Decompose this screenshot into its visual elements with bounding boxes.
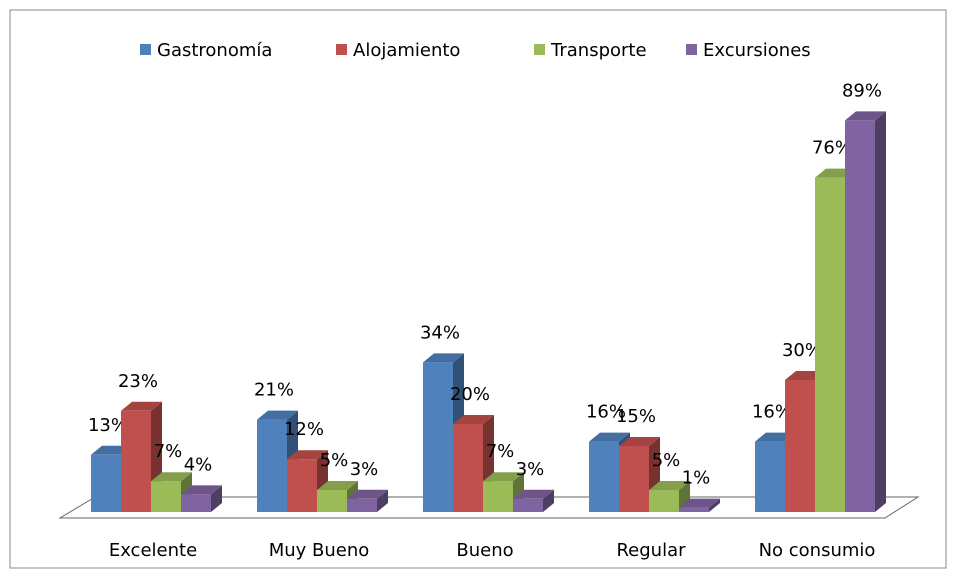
bar [845, 120, 875, 513]
data-label: 23% [118, 371, 158, 392]
bar-top [151, 472, 192, 482]
data-label: 4% [184, 454, 213, 475]
bar [785, 380, 815, 512]
x-tick-label: Regular [616, 540, 686, 561]
bar [257, 419, 287, 512]
data-label: 3% [516, 459, 545, 480]
legend-swatch [140, 44, 151, 55]
bar-top [649, 481, 690, 490]
bar-side [543, 489, 554, 512]
legend-label: Gastronomía [157, 40, 272, 61]
data-label: 13% [88, 415, 128, 436]
bar [649, 490, 679, 512]
bar-top [423, 353, 464, 363]
bar-top [257, 410, 298, 420]
bar [91, 454, 121, 512]
bar-top [483, 472, 524, 482]
bar [679, 507, 709, 512]
bar [453, 424, 483, 512]
data-label: 16% [586, 402, 626, 423]
bar [151, 481, 181, 512]
x-tick-label: Bueno [456, 540, 513, 561]
bar-top [453, 415, 494, 424]
bar-top [845, 111, 886, 121]
bar-top [317, 481, 358, 490]
data-label: 1% [682, 468, 711, 489]
bar [619, 446, 649, 512]
data-label: 15% [616, 406, 656, 427]
x-tick-label: No consumio [759, 540, 876, 561]
legend-swatch [336, 44, 347, 55]
bar-top [181, 485, 222, 495]
data-label: 21% [254, 380, 294, 401]
bar [317, 490, 347, 512]
bar [181, 494, 211, 512]
bar-top [679, 498, 720, 508]
data-label: 30% [782, 340, 822, 361]
data-label: 3% [350, 459, 379, 480]
bar [423, 362, 453, 512]
x-tick-label: Muy Bueno [269, 540, 370, 561]
data-label: 7% [486, 441, 515, 462]
data-label: 5% [320, 450, 349, 471]
bar [483, 481, 513, 512]
bar [347, 498, 377, 512]
bar-side [709, 498, 720, 512]
bar-side [211, 485, 222, 512]
bar-side [875, 111, 886, 513]
bar-top [619, 437, 660, 446]
bar-top [347, 489, 388, 499]
data-label: 16% [752, 402, 792, 423]
x-tick-label: Excelente [109, 540, 197, 561]
bar [755, 441, 785, 512]
legend-label: Excursiones [703, 40, 811, 61]
bar [513, 498, 543, 512]
bar [815, 177, 845, 512]
data-label: 5% [652, 450, 681, 471]
bar [287, 459, 317, 512]
bar-top [513, 489, 554, 499]
bar-top [589, 432, 630, 442]
bar [589, 441, 619, 512]
data-label: 12% [284, 419, 324, 440]
legend-swatch [534, 44, 545, 55]
data-label: 20% [450, 384, 490, 405]
legend-label: Transporte [550, 40, 647, 61]
bar-side [377, 489, 388, 512]
bar-top [121, 401, 162, 411]
data-label: 34% [420, 322, 460, 343]
data-label: 7% [154, 441, 183, 462]
data-label: 76% [812, 138, 852, 159]
bar [121, 410, 151, 512]
data-label: 89% [842, 80, 882, 101]
legend-swatch [686, 44, 697, 55]
legend-label: Alojamiento [353, 40, 460, 61]
bar-top [287, 450, 328, 460]
